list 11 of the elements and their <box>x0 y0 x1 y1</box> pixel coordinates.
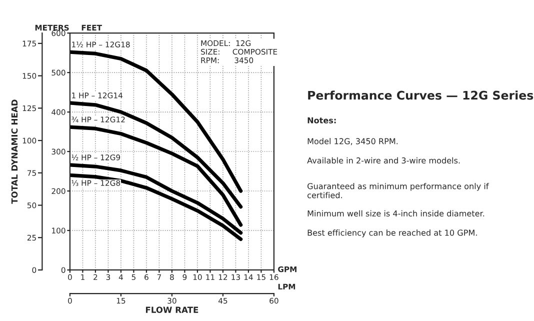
text: Model 12G, 3450 RPM. <box>308 138 398 146</box>
x-axis-title: FLOW RATE <box>146 306 198 313</box>
text: Guaranteed as minimum performance only if certified. <box>307 182 489 198</box>
line-series <box>70 101 243 209</box>
text: Best efficiency can be reached at 10 GPM. <box>308 230 477 238</box>
y2-axis-title: TOTAL DYNAMIC HEAD <box>11 100 18 204</box>
text: Notes: <box>308 117 336 124</box>
text: Available in 2-wire and 3-wire models. <box>307 157 460 164</box>
text: Performance Curves — 12G Series <box>308 90 534 100</box>
text: Minimum well size is 4-inch inside diameter. <box>308 210 484 216</box>
line-series <box>70 125 243 227</box>
